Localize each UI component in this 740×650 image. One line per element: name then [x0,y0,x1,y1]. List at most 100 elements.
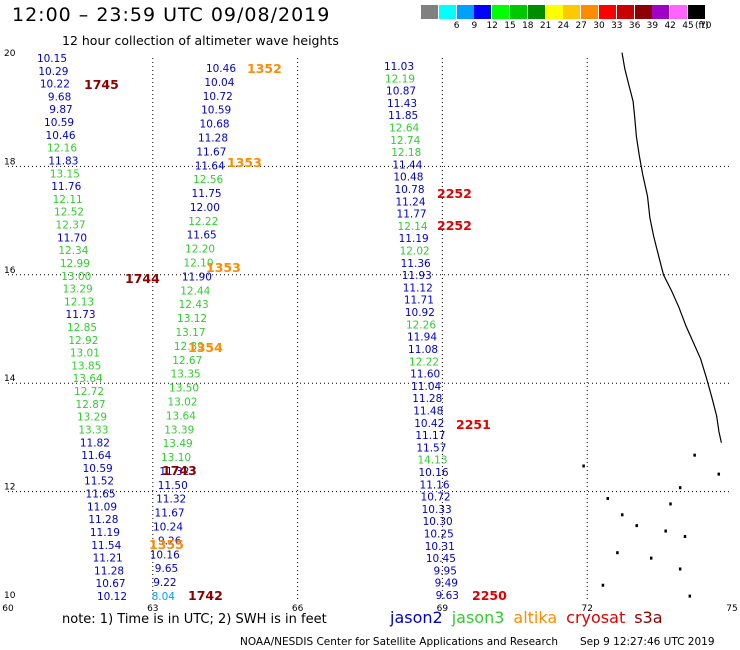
wave-height-label: 10.68 [200,119,230,131]
wave-height-label: 11.32 [156,494,186,506]
wave-height-label: 10.45 [426,553,456,565]
island-mark [601,583,605,587]
pass-time-label: 1352 [247,61,282,76]
page-subtitle: 12 hour collection of altimeter wave hei… [62,33,339,48]
pass-time-label: 1355 [149,537,184,552]
island-mark [693,453,696,457]
wave-height-label: 12.11 [53,194,83,206]
wave-height-label: 13.39 [164,424,194,436]
legend-swatch [510,5,527,19]
wave-height-label: 10.42 [414,418,444,430]
wave-height-label: 13.29 [77,412,107,424]
pass-time-label: 1353 [227,155,262,170]
lon-tick-label: 72 [581,604,592,614]
wave-height-label: 8.04 [152,591,176,603]
wave-height-label: 12.99 [60,258,90,270]
wave-height-label: 10.46 [46,130,76,142]
legend-swatch [527,5,545,19]
legend-label: 39 [646,21,659,31]
lat-tick-label: 20 [4,49,16,59]
wave-height-label: 11.28 [412,393,442,405]
wave-height-label: 12.13 [64,296,94,308]
wave-height-label: 13.64 [73,373,103,385]
wave-height-label: 11.21 [93,553,123,565]
wave-height-label: 12.26 [406,319,436,331]
wave-height-label: 10.67 [96,578,126,590]
island-mark [616,551,619,555]
coastline [621,52,722,443]
wave-height-label: 10.59 [201,105,231,117]
wave-height-label: 12.00 [190,202,220,214]
wave-height-label: 12.85 [67,322,97,334]
satellite-key-s3a: s3a [634,608,663,627]
satellite-key: jason2 jason3 altika cryosat s3a [390,608,672,627]
legend-label: 12 [486,21,498,31]
wave-height-label: 11.52 [84,476,114,488]
legend-swatch [492,5,510,19]
wave-height-label: 10.59 [44,117,74,129]
wave-height-label: 11.64 [195,160,225,172]
lat-tick-label: 18 [4,157,16,167]
island-mark [683,534,687,538]
page-title: 12:00 – 23:59 UTC 09/08/2019 [12,4,331,26]
wave-height-label: 11.77 [397,209,427,221]
satellite-key-altika: altika [513,608,558,627]
wave-height-label: 11.19 [399,233,429,245]
wave-height-label: 11.43 [387,98,417,110]
wave-height-label: 11.09 [87,501,117,513]
wave-height-label: 11.57 [416,442,446,454]
wave-height-label: 12.37 [56,220,86,232]
wave-height-label: 13.35 [171,369,201,381]
lon-tick-label: 75 [726,604,737,614]
wave-height-label: 12.72 [74,386,104,398]
wave-height-label: 11.03 [384,61,414,73]
wave-height-label: 9.68 [48,91,71,103]
pass-time-label: 1743 [162,463,197,478]
wave-height-label: 11.65 [187,230,217,242]
legend-label: 6 [453,21,460,31]
wave-height-label: 12.56 [193,174,223,186]
wave-height-label: 10.48 [393,172,423,184]
wave-height-label: 11.28 [198,133,228,145]
wave-height-label: 9.26 [158,535,182,547]
wave-height-label: 10.46 [206,63,236,75]
lat-tick-label: 16 [4,266,16,276]
wave-height-label: 11.71 [404,295,434,307]
wave-height-label: 12.87 [76,399,106,411]
wave-height-label: 11.67 [155,508,185,520]
wave-height-label: 13.29 [63,284,93,296]
pass-time-label: 1742 [188,588,223,603]
island-mark [664,529,667,533]
legend-label: 15 [504,21,516,31]
legend-swatch [581,5,599,19]
legend-label: 9 [471,21,478,31]
wave-height-label: 11.90 [182,271,212,283]
wave-height-label: 11.04 [411,381,441,393]
lon-tick-label: 66 [292,604,304,614]
satellite-key-jason2: jason2 [390,608,443,627]
legend-label: 27 [575,21,587,31]
wave-height-label: 11.19 [90,527,120,539]
wave-height-label: 11.64 [81,450,111,462]
wave-height-label: 13.85 [71,360,101,372]
wave-height-label: 11.44 [392,159,422,171]
wave-height-label: 12.22 [188,216,218,228]
wave-height-label: 10.12 [97,591,127,603]
wave-height-label: 13.01 [70,348,100,360]
wave-height-label: 9.95 [434,565,457,577]
wave-height-label: 13.33 [78,425,108,437]
wave-height-label: 11.50 [158,480,188,492]
island-mark [635,524,638,528]
wave-height-label: 11.54 [91,540,121,552]
wave-height-label: 11.12 [403,282,433,294]
wave-height-label: 14.13 [417,455,447,467]
satellite-key-cryosat: cryosat [566,608,626,627]
lat-tick-label: 12 [4,483,15,493]
wave-height-label: 12.18 [391,147,421,159]
wave-height-label: 12.16 [47,143,77,155]
wave-height-label: 9.63 [436,590,459,602]
pass-time-label: 1745 [84,77,119,92]
island-mark [606,497,610,501]
pass-time-label: 2252 [437,186,472,201]
